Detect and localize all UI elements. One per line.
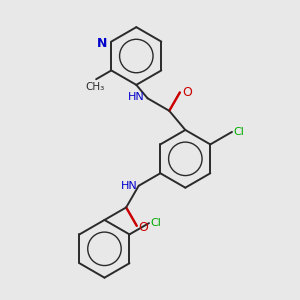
Text: O: O: [182, 86, 192, 99]
Text: N: N: [97, 37, 107, 50]
Text: HN: HN: [120, 181, 137, 191]
Text: Cl: Cl: [233, 127, 244, 137]
Text: O: O: [138, 221, 148, 234]
Text: Cl: Cl: [150, 218, 161, 228]
Text: CH₃: CH₃: [85, 82, 104, 92]
Text: HN: HN: [128, 92, 145, 102]
